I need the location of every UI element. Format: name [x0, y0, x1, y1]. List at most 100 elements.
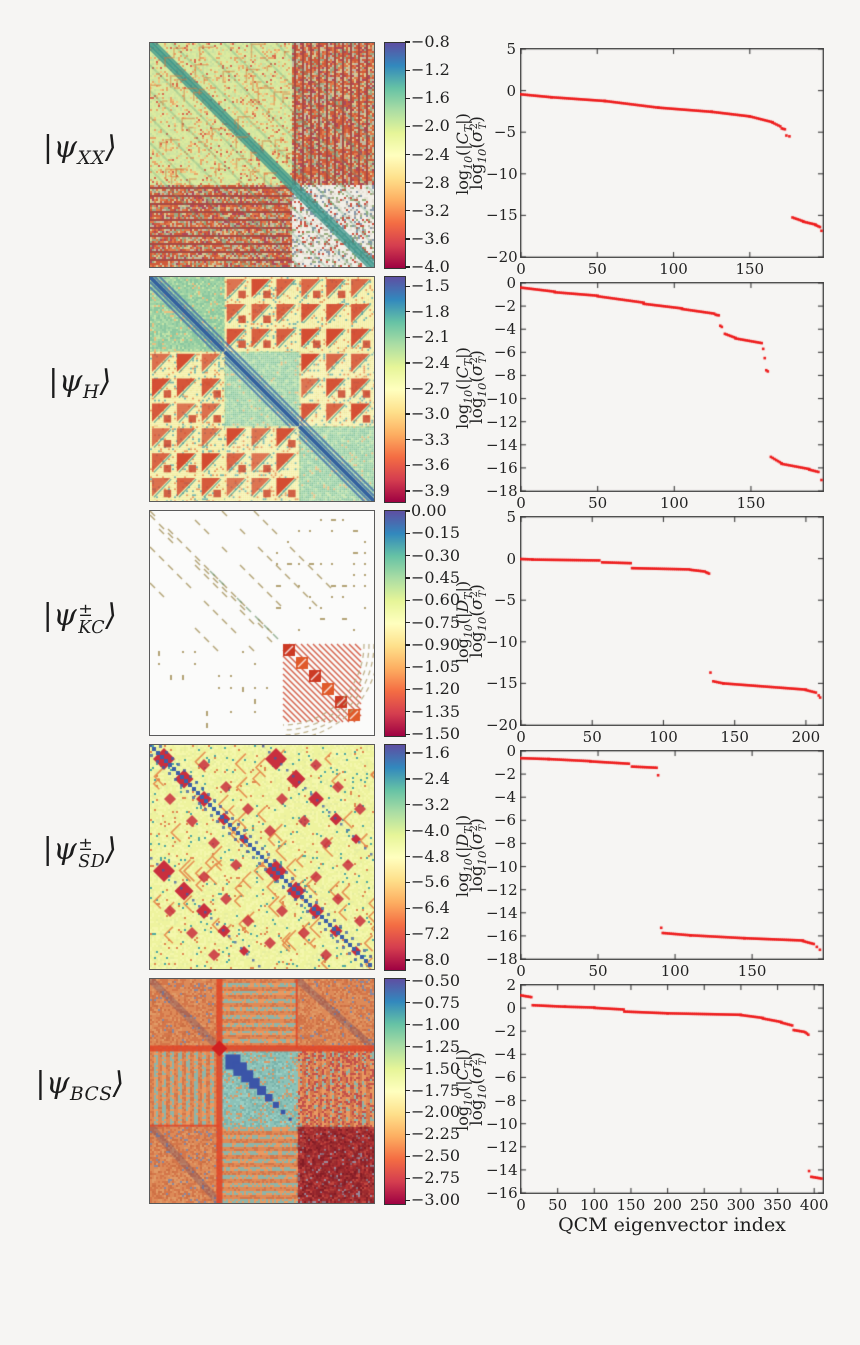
colorbar-tick-label: −0.30	[411, 545, 461, 565]
scatter-y-tick-label: −5	[493, 591, 516, 610]
scatter-x-tick-label: 50	[588, 494, 608, 512]
correlation-matrix-heatmap-psi_KC_pm	[149, 510, 375, 736]
text-fragment: )	[466, 1052, 487, 1059]
colorbar-tick	[405, 907, 410, 909]
colorbar-tick-label: −2.00	[411, 1102, 461, 1122]
colorbar-tick	[405, 554, 410, 557]
colorbar-tick	[405, 881, 410, 884]
colorbar-tick	[405, 980, 410, 982]
scatter-plot-psi_XX	[520, 48, 824, 258]
colorbar-tick	[405, 1045, 410, 1048]
colorbar-tick	[405, 1155, 410, 1158]
scatter-x-tick-label: 0	[516, 728, 526, 746]
text-fragment: )	[466, 350, 487, 357]
colorbar-tick	[405, 285, 410, 287]
scatter-x-tick-label: 50	[548, 1196, 568, 1214]
text-fragment: log	[466, 397, 487, 424]
colorbar-tick-label: −0.8	[411, 32, 450, 51]
colorbar-tick-label: −1.35	[411, 701, 461, 721]
math-symbol: σ	[466, 364, 487, 376]
colorbar-tick-label: −4.8	[411, 846, 450, 866]
colorbar-tick	[405, 238, 410, 240]
subscript: 10	[475, 148, 490, 164]
colorbar-tick-label: −8.0	[411, 950, 450, 969]
subscript: 10	[475, 1084, 490, 1100]
colorbar-tick-label: −0.75	[411, 612, 461, 632]
colorbar-psi_BCS	[384, 978, 406, 1205]
scatter-x-tick-label: 100	[659, 494, 689, 512]
colorbar-tick	[405, 733, 410, 735]
scatter-y-tick-label: −18	[486, 950, 518, 968]
subscript: SD	[78, 851, 106, 872]
state-label-psi_BCS: |ψBCS⟩	[18, 1066, 142, 1105]
colorbar-tick-label: −2.4	[411, 768, 450, 788]
scatter-x-tick-label: 50	[587, 260, 607, 278]
colorbar-psi_H	[384, 276, 406, 503]
subscript: 10	[475, 850, 490, 866]
colorbar-tick	[405, 621, 410, 624]
scatter-y-tick-label: −12	[486, 880, 518, 899]
scatter-y-tick-label: −12	[486, 412, 518, 431]
scatter-y-tick-label: −15	[486, 206, 518, 225]
scatter-y-tick-label: −4	[493, 788, 516, 807]
subscript: BCS	[69, 1084, 113, 1105]
scatter-x-tick-label: 0	[516, 1196, 526, 1214]
state-label-psi_SD_pm: |ψ ± SD ⟩	[18, 832, 142, 870]
text-fragment: |	[42, 598, 54, 633]
math-symbol: ψ	[58, 364, 83, 399]
math-symbol: σ	[466, 1066, 487, 1078]
superscript: ±	[78, 601, 94, 622]
correlation-matrix-heatmap-psi_SD_pm	[149, 744, 375, 970]
scatter-y-axis-label: log10(σ 2 T)	[467, 116, 489, 190]
scatter-y-tick-label: −2	[493, 765, 516, 784]
colorbar-tick-label: −2.8	[411, 172, 450, 192]
colorbar-tick-label: −2.4	[411, 352, 450, 372]
colorbar-tick-label: −2.25	[411, 1124, 461, 1144]
colorbar-tick-label: −3.6	[411, 228, 450, 248]
scatter-y-tick-label: 5	[506, 40, 516, 58]
scatter-y-tick-label: −12	[486, 1137, 518, 1156]
text-fragment: log	[466, 865, 487, 892]
text-fragment: ⟩	[112, 1066, 125, 1101]
correlation-matrix-heatmap-psi_XX	[149, 42, 375, 268]
subscript: T	[478, 1058, 490, 1066]
colorbar-tick-label: −1.75	[411, 1080, 461, 1100]
colorbar-tick	[405, 439, 410, 441]
state-label-psi_H: |ψH⟩	[18, 364, 142, 403]
scatter-x-tick-label: 100	[659, 260, 688, 278]
colorbar-tick-label: −1.6	[411, 743, 450, 762]
scatter-y-tick-label: −10	[486, 857, 518, 876]
scatter-y-tick-label: −10	[486, 632, 518, 651]
sup-sub-stack: ± KC	[78, 603, 105, 636]
colorbar-tick	[405, 362, 410, 364]
colorbar-psi_KC_pm	[384, 510, 406, 737]
colorbar-tick	[405, 1002, 410, 1004]
scatter-y-axis-label: log10(σ 2 T)	[467, 818, 489, 892]
subscript: T	[478, 824, 490, 832]
scatter-x-tick-label: 200	[653, 1196, 682, 1214]
text-fragment: (	[466, 141, 487, 149]
text-fragment: ⟩	[104, 130, 118, 165]
subscript: T	[478, 122, 490, 130]
colorbar-tick-label: −3.6	[411, 455, 450, 475]
colorbar-tick-label: −1.50	[411, 1058, 461, 1078]
sup-sub-stack: ± SD	[78, 837, 105, 870]
text-fragment: |	[48, 364, 59, 399]
scatter-y-axis-label: log10(σ 2 T)	[467, 350, 489, 424]
scatter-y-tick-label: −4	[493, 320, 516, 339]
colorbar-psi_SD_pm	[384, 744, 406, 971]
colorbar-tick-label: −2.75	[411, 1168, 461, 1188]
scatter-y-tick-label: −8	[493, 834, 516, 853]
scatter-y-tick-label: −20	[486, 716, 518, 734]
colorbar-tick	[405, 413, 410, 415]
colorbar-tick-label: −1.00	[411, 1014, 461, 1034]
scatter-y-tick-label: −16	[486, 458, 518, 477]
scatter-y-tick-label: 0	[506, 549, 516, 568]
superscript: ±	[78, 835, 94, 856]
scatter-y-tick-label: 0	[506, 742, 516, 760]
scatter-x-tick-label: 100	[649, 728, 678, 746]
colorbar-tick-label: −3.2	[411, 200, 450, 220]
